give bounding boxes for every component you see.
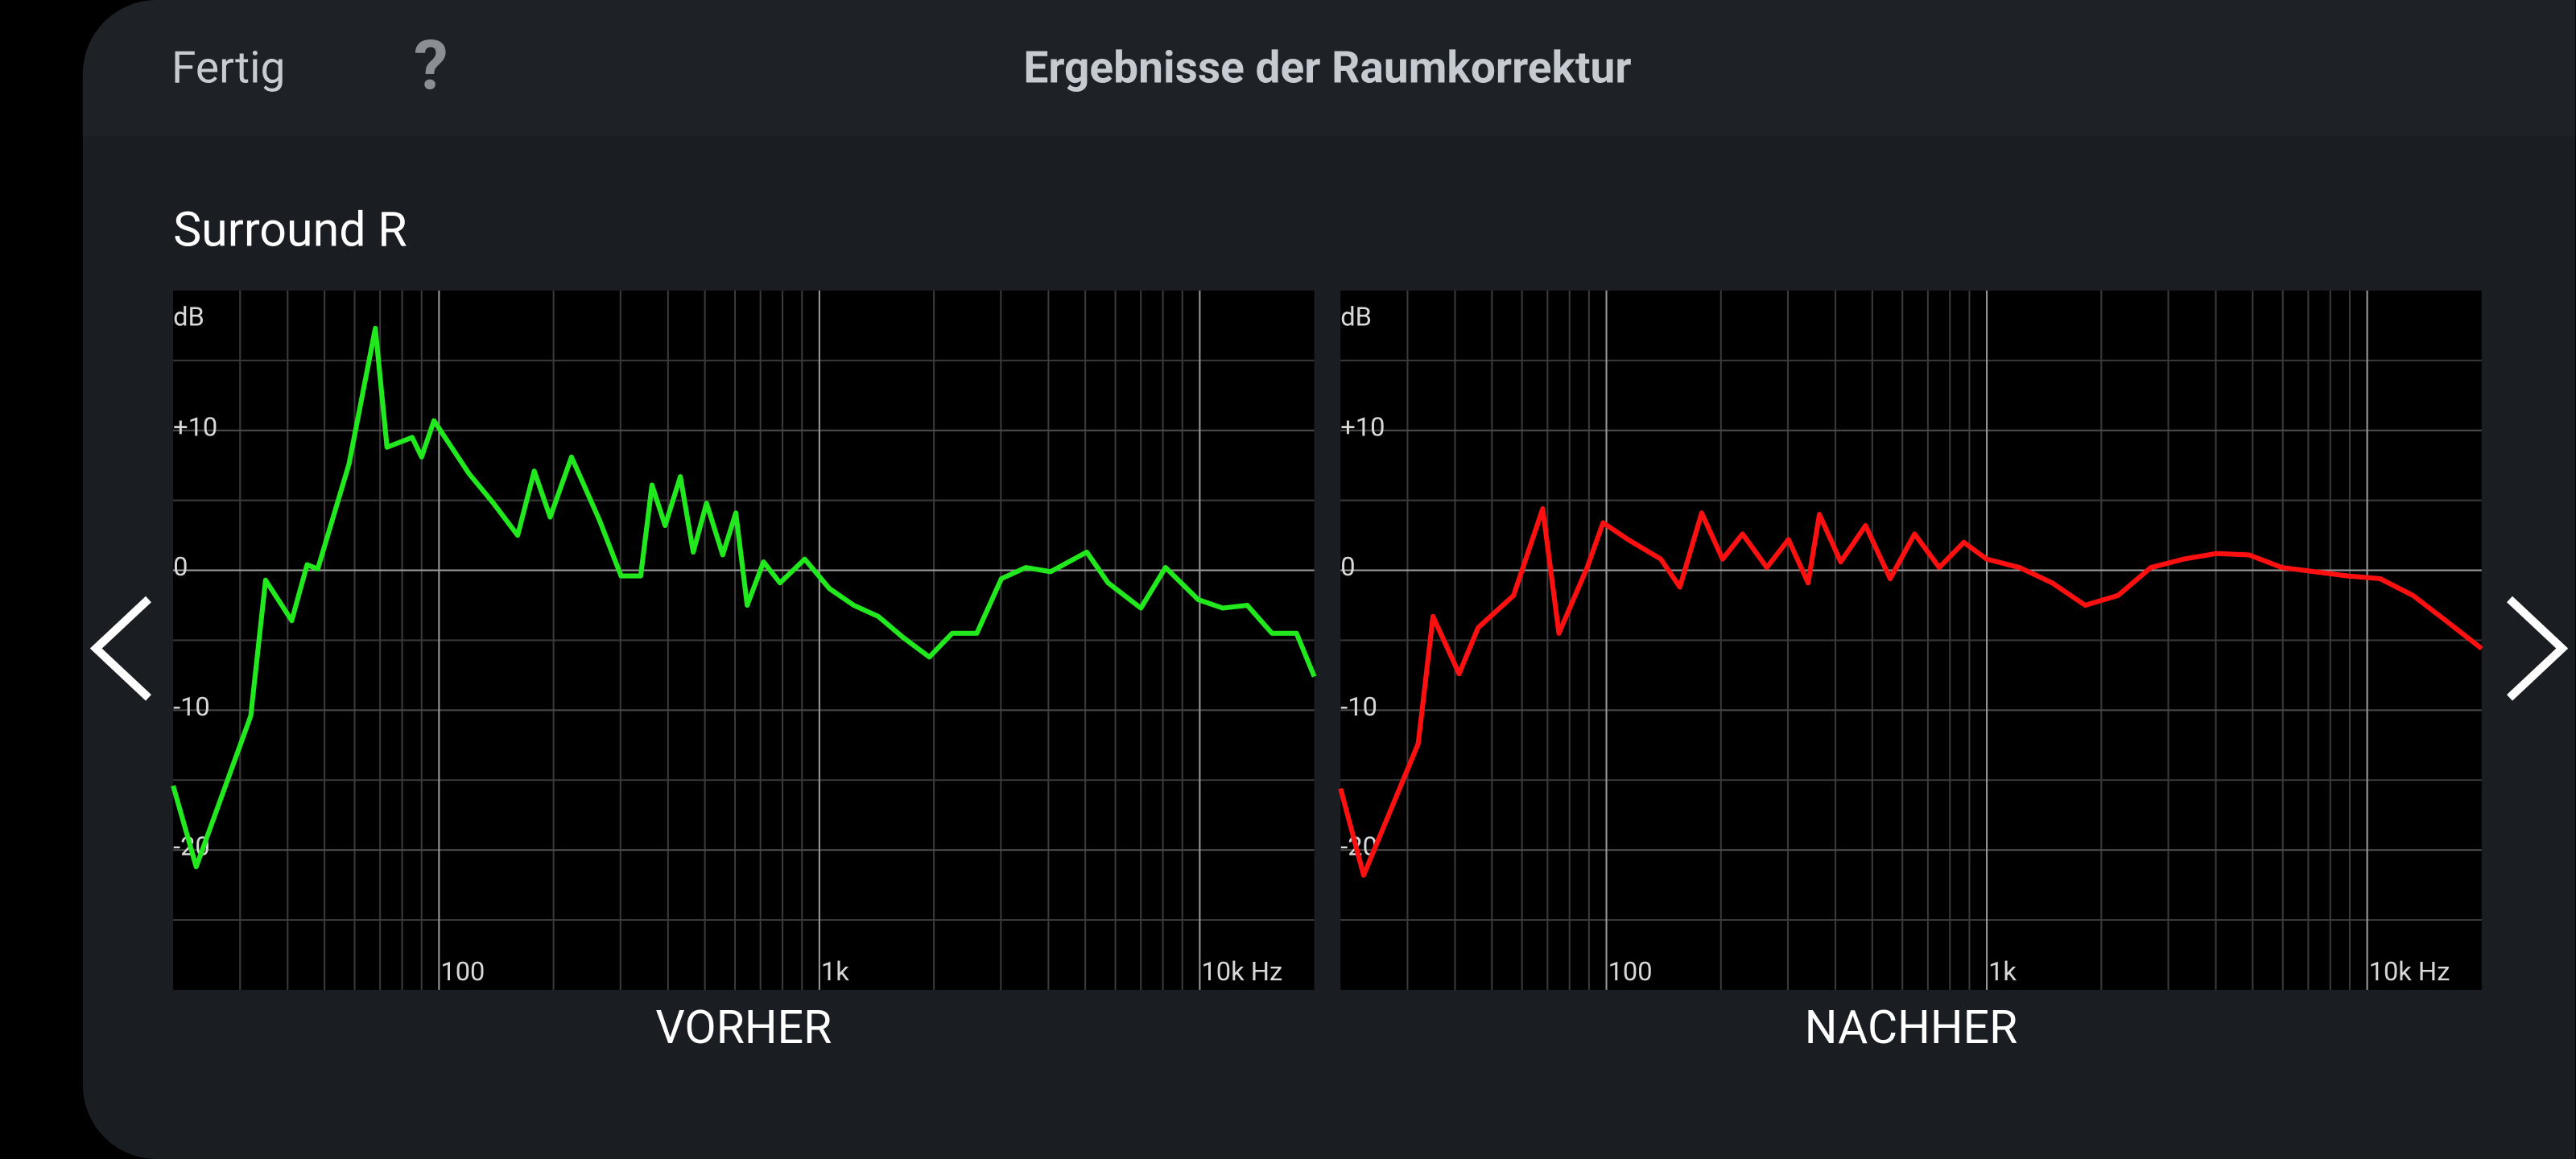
chart-title: VORHER [655,1000,832,1054]
done-button[interactable]: Fertig [171,42,285,93]
screen-title: Ergebnisse der Raumkorrektur [1023,42,1631,93]
y-axis-label: dB [173,301,204,332]
x-tick-label: 100 [440,956,485,987]
y-tick-label: -10 [1340,691,1377,722]
top-bar [82,0,2576,137]
section-title: Surround R [173,202,407,258]
x-tick-label: 1k [821,956,849,987]
prev-arrow[interactable] [89,596,151,701]
y-tick-label: 0 [1340,551,1355,582]
help-button[interactable]: ? [414,25,448,105]
y-axis-label: dB [1340,301,1372,332]
next-arrow[interactable] [2507,596,2569,701]
response-curve [171,325,1317,870]
y-tick-label: 0 [173,551,188,582]
x-tick-label: 10k Hz [1201,956,1282,987]
y-tick-label: -10 [173,691,210,722]
y-tick-label: +10 [173,411,217,442]
x-tick-label: 1k [1988,956,2017,987]
chart-title: NACHHER [1805,1000,2018,1054]
response-curve [1338,506,2483,878]
x-tick-label: 10k Hz [2369,956,2450,987]
y-tick-label: +10 [1340,411,1385,442]
x-tick-label: 100 [1608,956,1653,987]
